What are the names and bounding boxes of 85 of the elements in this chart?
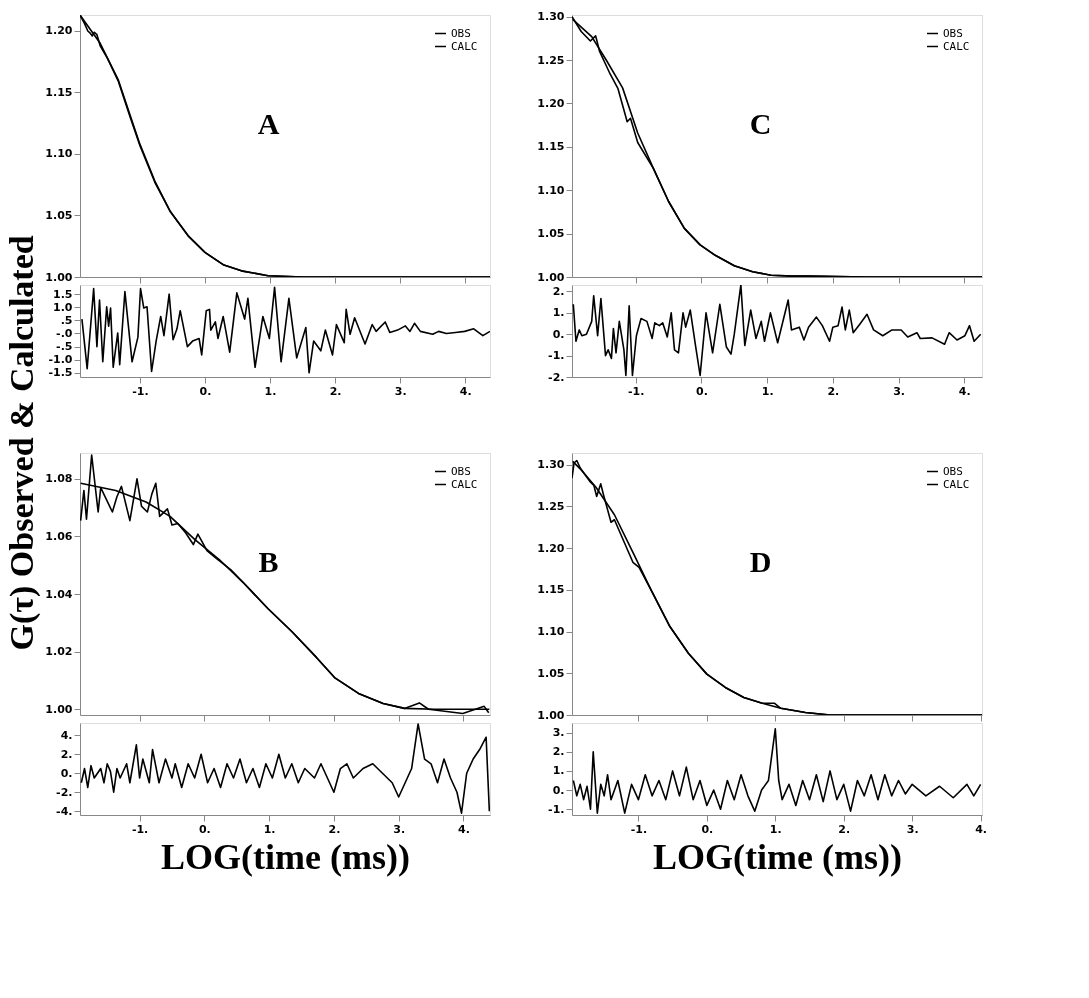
x-tick-label: 0. — [199, 384, 212, 398]
y-tick-label: 1.20 — [45, 24, 73, 38]
x-tick-label: 0. — [696, 384, 708, 398]
y-tick-label: 0. — [60, 766, 73, 780]
legend-label: OBS — [943, 26, 963, 40]
x-tick-label: 4. — [459, 384, 472, 398]
x-tick-label: 1. — [264, 384, 277, 398]
y-tick-label: -2. — [56, 785, 73, 799]
y-tick-label: 1. — [552, 306, 565, 320]
y-tick-label: 2. — [552, 284, 565, 298]
y-tick-label: 1.25 — [537, 53, 565, 67]
x-tick-label: 2. — [838, 822, 851, 836]
y-tick-label: 1.08 — [45, 472, 73, 486]
y-tick-label: 1.20 — [537, 541, 565, 555]
y-tick-label: 1.02 — [45, 645, 73, 659]
y-tick-label: 1.00 — [537, 708, 565, 722]
y-tick-label: 1.04 — [45, 587, 73, 601]
y-tick-label: 1.15 — [537, 583, 565, 597]
x-tick-label: 3. — [393, 822, 406, 836]
x-tick-label: 3. — [394, 384, 407, 398]
y-tick-label: 1.15 — [45, 85, 73, 99]
y-tick-label: 1.05 — [45, 209, 73, 222]
x-axis-title: LOG(time (ms)) — [653, 836, 902, 877]
y-axis-title: G(τ) Observed & Calculated — [3, 235, 42, 651]
x-tick-label: 2. — [827, 384, 840, 398]
y-tick-label: 1. — [552, 764, 565, 778]
x-tick-label: 4. — [958, 384, 971, 398]
x-tick-label: 4. — [458, 822, 470, 836]
x-tick-label: 3. — [893, 384, 905, 398]
y-tick-label: 1.25 — [537, 499, 565, 513]
y-tick-label: 1.5 — [53, 287, 73, 301]
y-tick-label: 1.0 — [53, 300, 73, 314]
y-tick-label: 2. — [60, 747, 73, 761]
legend-label: OBS — [451, 26, 471, 40]
x-tick-label: 0. — [198, 822, 211, 836]
y-tick-label: 1.30 — [537, 10, 565, 24]
x-tick-label: 0. — [701, 822, 714, 836]
y-tick-label: -.0 — [56, 326, 73, 340]
y-tick-label: 2. — [552, 745, 565, 759]
y-tick-label: 4. — [60, 728, 73, 742]
y-tick-label: 1.05 — [537, 227, 565, 241]
annotation: C — [749, 107, 772, 141]
legend-label: OBS — [943, 464, 963, 478]
x-tick-label: 2. — [329, 384, 342, 398]
y-tick-label: -1.0 — [48, 353, 73, 367]
y-tick-label: 0. — [552, 327, 565, 341]
y-tick-label: 1.00 — [537, 270, 565, 284]
y-tick-label: 1.10 — [537, 625, 565, 639]
annotation: D — [749, 545, 772, 579]
x-tick-label: -1. — [131, 822, 149, 836]
y-tick-label: -.5 — [56, 340, 73, 354]
y-tick-label: 1.15 — [537, 140, 565, 154]
x-tick-label: 1. — [761, 384, 774, 398]
y-tick-label: -1. — [548, 349, 565, 363]
legend-label: CALC — [451, 477, 478, 491]
legend-label: CALC — [451, 39, 478, 53]
legend-label: CALC — [943, 39, 970, 53]
y-tick-label: -2. — [548, 370, 565, 384]
x-tick-label: 2. — [328, 822, 341, 836]
x-tick-label: 1. — [263, 822, 276, 836]
annotation: A — [257, 107, 280, 141]
y-tick-label: -1.5 — [48, 366, 73, 380]
x-tick-label: -1. — [132, 384, 149, 398]
y-tick-label: 1.20 — [537, 96, 565, 110]
x-tick-label: 1. — [769, 822, 782, 836]
x-tick-label: 3. — [906, 822, 919, 836]
y-tick-label: 1.00 — [45, 270, 73, 284]
y-tick-label: 1.05 — [537, 666, 565, 680]
x-tick-label: -1. — [630, 822, 648, 836]
y-tick-label: 1.30 — [537, 458, 565, 472]
y-tick-label: 1.10 — [45, 147, 73, 161]
y-tick-label: -1. — [548, 802, 565, 816]
legend-label: OBS — [451, 464, 471, 478]
y-tick-label: 0. — [552, 783, 565, 797]
y-tick-label: 3. — [552, 726, 565, 740]
y-tick-label: -4. — [56, 804, 73, 818]
x-tick-label: 4. — [975, 822, 988, 836]
y-tick-label: .5 — [60, 313, 73, 327]
annotation: B — [258, 545, 279, 579]
y-tick-label: 1.10 — [537, 183, 565, 197]
x-tick-label: -1. — [628, 384, 645, 398]
y-tick-label: 1.06 — [45, 529, 73, 543]
legend-label: CALC — [943, 477, 970, 491]
y-tick-label: 1.00 — [45, 702, 73, 716]
x-axis-title: LOG(time (ms)) — [161, 836, 410, 877]
